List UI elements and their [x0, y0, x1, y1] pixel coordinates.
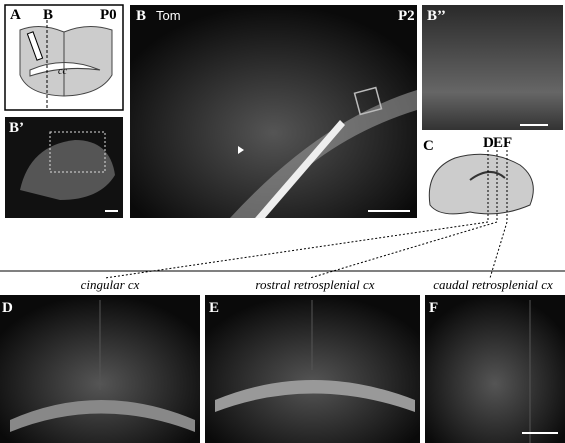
section-label: E	[493, 135, 503, 151]
brain-schematic	[19, 26, 113, 97]
panel-b-double-prime: B’’	[422, 5, 563, 130]
stain-label: Tom	[156, 8, 181, 23]
panel-b: B Tom P2	[130, 5, 417, 218]
panel-label: C	[423, 138, 434, 154]
panel-d: D	[0, 295, 200, 443]
white-matter	[215, 380, 415, 412]
panel-a: A B P0 cc	[4, 4, 124, 111]
connector	[104, 221, 489, 279]
panel-label: E	[209, 300, 219, 316]
age-label: P0	[100, 7, 117, 23]
region-label: caudal retrosplenial cx	[433, 277, 553, 292]
brain-section	[20, 140, 115, 200]
brain-schematic	[428, 153, 534, 215]
connector	[489, 221, 508, 279]
inset-box	[353, 86, 383, 116]
region-label: cingular cx	[81, 277, 140, 292]
image	[425, 295, 565, 443]
panel-label: F	[429, 300, 438, 316]
age-label: P2	[398, 8, 415, 24]
panel-label: B’’	[427, 8, 446, 24]
panel-b-prime: B’	[5, 117, 123, 218]
panel-f: F	[425, 295, 565, 443]
panel-label: D	[2, 300, 13, 316]
structure-label: cc	[58, 66, 67, 77]
connectors	[104, 221, 508, 279]
white-matter	[230, 90, 417, 218]
panel-c: C D E F	[423, 135, 534, 222]
section-label: D	[483, 135, 494, 151]
panel-label: A	[10, 7, 21, 23]
inset-box	[49, 131, 106, 173]
fluorescent-band	[255, 120, 345, 218]
connector	[309, 221, 498, 279]
arrowhead	[238, 146, 244, 154]
panel-e: E	[205, 295, 420, 443]
panel-label: B	[136, 8, 146, 24]
marker-label: B	[43, 7, 53, 23]
region-label: rostral retrosplenial cx	[255, 277, 374, 292]
pipette	[26, 31, 44, 61]
panel-label: B’	[9, 120, 24, 136]
section-label: F	[503, 135, 512, 151]
white-matter	[10, 400, 195, 432]
corpus-callosum	[469, 171, 506, 181]
image	[422, 5, 563, 130]
